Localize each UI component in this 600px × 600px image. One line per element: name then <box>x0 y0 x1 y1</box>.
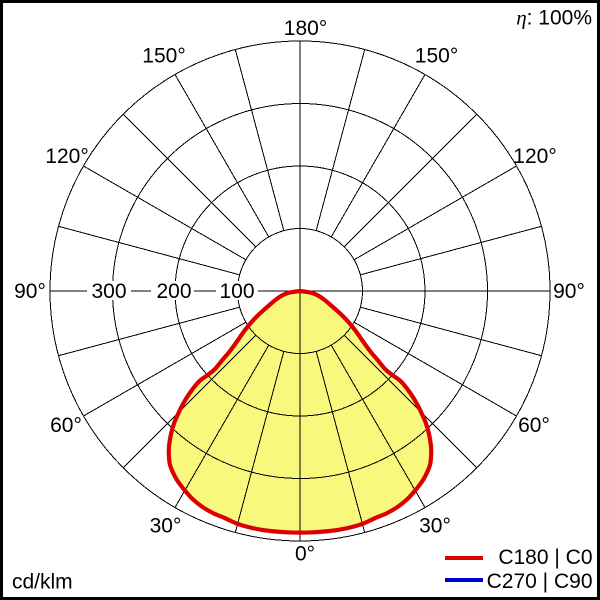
svg-text:150°: 150° <box>415 45 458 68</box>
svg-text:90°: 90° <box>14 280 46 303</box>
svg-text:0°: 0° <box>295 543 315 566</box>
svg-text:30°: 30° <box>419 515 451 538</box>
svg-text:cd/klm: cd/klm <box>12 571 73 594</box>
svg-text:120°: 120° <box>45 145 88 168</box>
svg-text:300: 300 <box>91 280 126 303</box>
svg-text:η: 100%: η: 100% <box>516 6 592 30</box>
svg-text:150°: 150° <box>142 45 185 68</box>
svg-text:100: 100 <box>219 280 254 303</box>
svg-text:60°: 60° <box>50 414 82 437</box>
svg-text:60°: 60° <box>518 414 550 437</box>
svg-text:200: 200 <box>156 280 191 303</box>
svg-text:90°: 90° <box>553 280 585 303</box>
svg-text:C180 | C0: C180 | C0 <box>498 546 592 569</box>
svg-text:C270 | C90: C270 | C90 <box>487 570 593 593</box>
svg-text:180°: 180° <box>284 17 327 40</box>
svg-text:30°: 30° <box>150 515 182 538</box>
svg-text:120°: 120° <box>513 145 556 168</box>
